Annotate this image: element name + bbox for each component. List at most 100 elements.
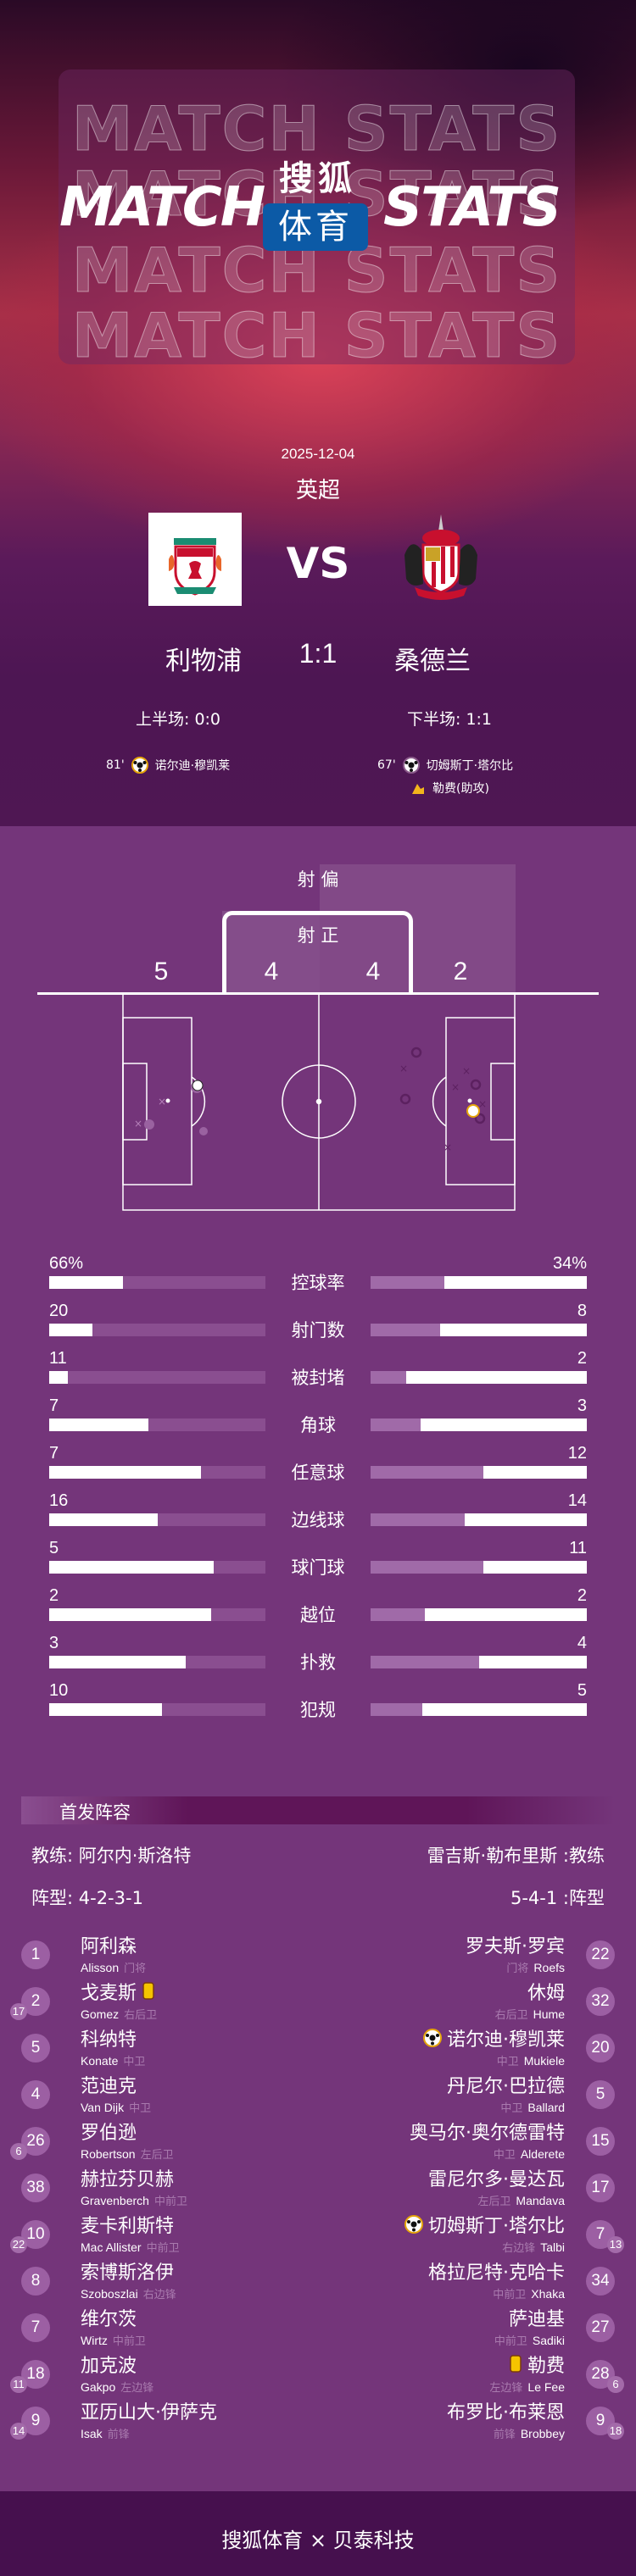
player-row: 萨迪基 中前卫 Sadiki — [489, 2304, 565, 2348]
player-position: 右边锋 — [142, 2288, 176, 2301]
player-name-line: 萨迪基 — [489, 2304, 565, 2331]
stat-label: 控球率 — [291, 1273, 345, 1293]
player-number: 8 — [21, 2267, 50, 2296]
svg-text:×: × — [462, 1065, 471, 1077]
away-stat-value: 34% — [552, 1254, 587, 1273]
player-position: 中前卫 — [493, 2288, 527, 2301]
substitution-badge: 11 — [10, 2376, 27, 2393]
substitution-badge: 17 — [10, 2003, 27, 2020]
goal-minute: 67' — [377, 758, 396, 772]
player-row: 丹尼尔·巴拉德 中卫 Ballard — [447, 2071, 565, 2115]
player-name-en: Talbi — [540, 2240, 565, 2254]
substitution-badge: 22 — [10, 2236, 27, 2253]
match-date: 2025-12-04 — [281, 446, 355, 462]
player-name-line-en: 中前卫 Sadiki — [489, 2332, 565, 2348]
player-name-line: 加克波 — [81, 2351, 159, 2378]
player-position: 中前卫 — [112, 2334, 146, 2347]
away-stat-bar — [371, 1561, 587, 1574]
away-stat-bar — [371, 1324, 587, 1336]
player-row: 布罗比·布莱恩 前锋 Brobbey — [447, 2397, 565, 2441]
home-stat-bar — [49, 1608, 265, 1621]
player-position: 左后卫 — [477, 2195, 511, 2207]
player-name-en: Roefs — [533, 1961, 565, 1974]
player-position: 中前卫 — [494, 2334, 527, 2347]
away-stat-fill — [424, 1608, 587, 1621]
stat-label: 扑救 — [300, 1652, 336, 1673]
player-row: 科纳特 Konate 中卫 — [81, 2024, 150, 2068]
player-name-line: 丹尼尔·巴拉德 — [447, 2071, 565, 2098]
player-name-line: 维尔茨 — [81, 2304, 151, 2331]
player-name-cn: 罗夫斯·罗宾 — [466, 1936, 565, 1957]
player-name-cn: 范迪克 — [81, 2076, 137, 2097]
stat-label: 犯规 — [300, 1700, 336, 1720]
player-name-line: 赫拉芬贝赫 — [81, 2164, 192, 2191]
home-stat-value: 2 — [49, 1586, 59, 1605]
player-name-cn: 戈麦斯 — [81, 1983, 137, 2004]
sports-logo-badge: 体育 — [263, 203, 368, 251]
player-name-en: Le Fee — [527, 2380, 565, 2394]
hero-banner — [0, 0, 636, 826]
away-shot-area — [320, 864, 516, 993]
player-name-cn: 休姆 — [527, 1983, 565, 2004]
player-row: 索博斯洛伊 Szoboszlai 右边锋 — [81, 2257, 181, 2301]
substitution-badge: 6 — [10, 2143, 27, 2160]
home-stat-fill — [49, 1608, 212, 1621]
player-name-en: Isak — [81, 2427, 103, 2440]
first-half-score: 上半场: 0:0 — [136, 710, 221, 729]
lineup-header: 首发阵容 — [21, 1796, 615, 1824]
player-position: 左边锋 — [489, 2381, 523, 2394]
player-name-en: Mandava — [516, 2194, 565, 2207]
stat-label: 被封堵 — [291, 1368, 345, 1388]
home-team-name: 利物浦 — [165, 647, 242, 676]
player-number: 32 — [586, 1987, 615, 2016]
player-name-en: Szoboszlai — [81, 2287, 138, 2301]
player-name-line-en: 右边锋 Talbi — [404, 2239, 565, 2255]
player-name-line-en: Van Dijk 中卫 — [81, 2099, 156, 2115]
player-name-cn: 布罗比·布莱恩 — [447, 2402, 565, 2423]
goal-scorer: 诺尔迪·穆凯莱 — [154, 759, 231, 773]
away-on-target: 4 — [365, 958, 381, 985]
home-goal-event: 81' 诺尔迪·穆凯莱 — [106, 757, 230, 774]
substitution-badge: 18 — [607, 2423, 624, 2440]
player-name-en: Ballard — [527, 2101, 565, 2114]
home-stat-fill — [49, 1561, 214, 1574]
stat-label: 越位 — [300, 1605, 336, 1625]
player-name-line-en: Gakpo 左边锋 — [81, 2379, 159, 2395]
away-stat-value: 3 — [577, 1396, 587, 1415]
soccer-ball-icon — [404, 2215, 423, 2234]
player-name-cn: 切姆斯丁·塔尔比 — [428, 2216, 565, 2237]
home-stat-value: 7 — [49, 1444, 59, 1463]
away-goal-event: 67' 切姆斯丁·塔尔比 — [377, 757, 513, 774]
player-name-en: Xhaka — [531, 2287, 565, 2301]
player-name-en: Alderete — [520, 2147, 565, 2161]
home-stat-bar — [49, 1561, 265, 1574]
svg-text:×: × — [399, 1063, 408, 1074]
player-position: 中卫 — [496, 2055, 519, 2068]
away-stat-bar — [371, 1466, 587, 1479]
ghost-title: MATCH STATS — [71, 300, 562, 372]
player-name-cn: 勒费 — [527, 2356, 565, 2377]
player-name-line: 范迪克 — [81, 2071, 156, 2098]
on-target-label: 射 正 — [297, 925, 339, 946]
player-name-en: Robertson — [81, 2147, 136, 2161]
player-name-line-en: Konate 中卫 — [81, 2052, 150, 2068]
away-off-target: 2 — [453, 958, 468, 985]
player-name-line: 切姆斯丁·塔尔比 — [404, 2211, 565, 2238]
stat-label: 角球 — [300, 1415, 336, 1435]
player-name-line-en: Mac Allister 中前卫 — [81, 2239, 185, 2255]
substitution-badge: 6 — [607, 2376, 624, 2393]
vs-label: VS — [286, 539, 350, 588]
player-position: 左后卫 — [140, 2148, 174, 2161]
final-score: 1:1 — [298, 638, 338, 669]
player-position: 中卫 — [129, 2101, 152, 2114]
player-position: 门将 — [506, 1962, 529, 1974]
player-name-cn: 加克波 — [81, 2356, 137, 2377]
away-stat-value: 2 — [577, 1349, 587, 1368]
player-row: 戈麦斯 Gomez 右后卫 — [81, 1978, 162, 2022]
player-position: 右后卫 — [494, 2008, 528, 2021]
soccer-ball-icon — [131, 757, 148, 774]
player-name-cn: 赫拉芬贝赫 — [81, 2169, 175, 2190]
yellow-card-icon — [509, 2355, 522, 2373]
away-team-logo — [394, 513, 488, 606]
goal-frame — [222, 911, 413, 995]
